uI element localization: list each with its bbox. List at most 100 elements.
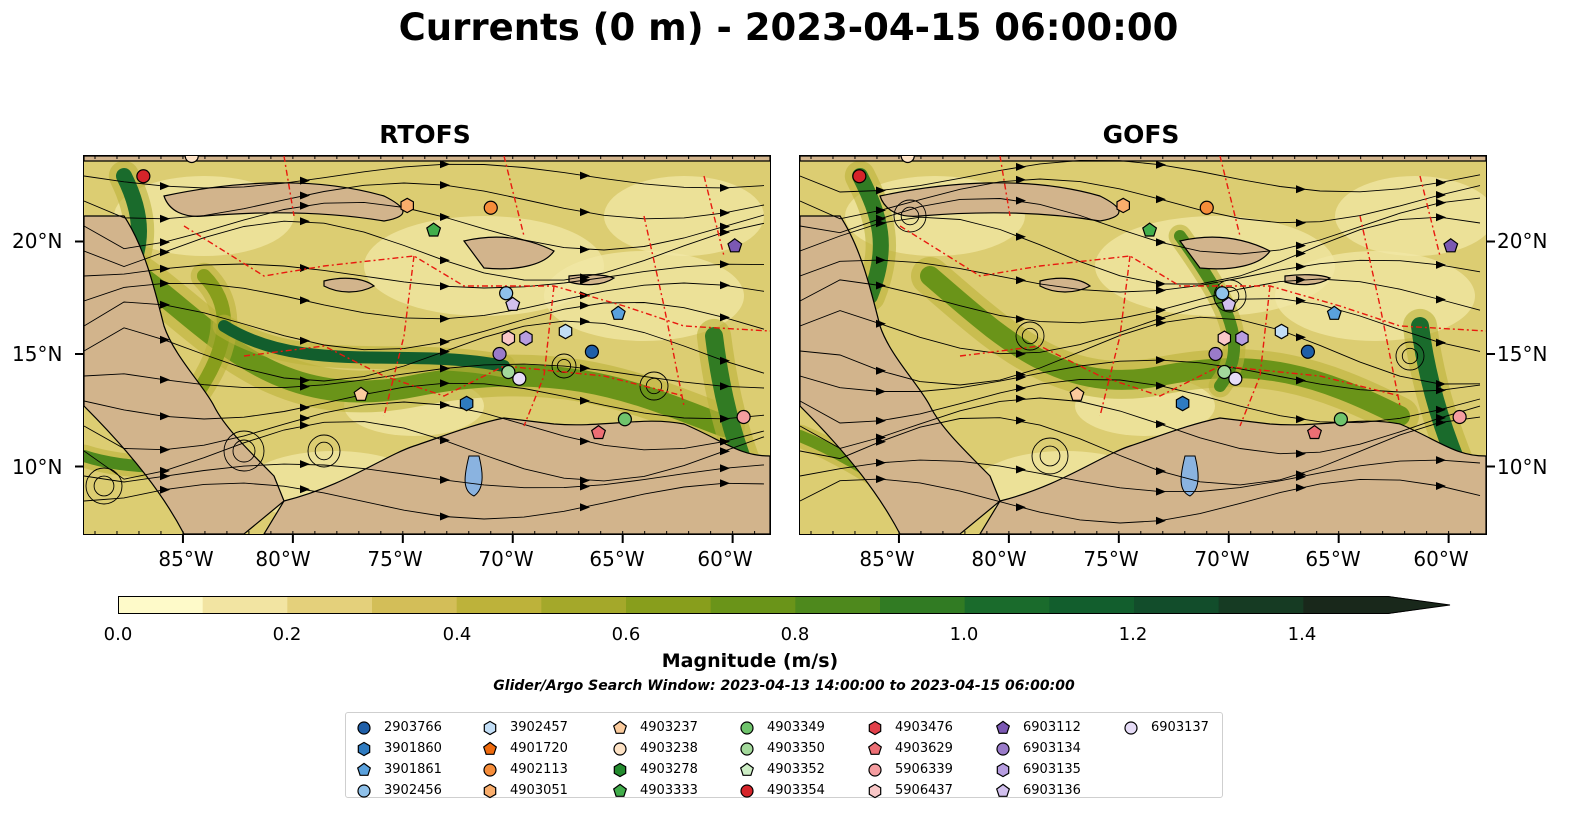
float-marker-5906437: [501, 330, 516, 347]
legend-marker-3902457: [483, 720, 497, 735]
legend-item: 4903476: [867, 717, 953, 738]
float-markers: [136, 156, 751, 440]
float-marker-3902456: [1215, 286, 1230, 301]
hexagon-marker-icon: [868, 783, 882, 798]
legend-label: 6903136: [1023, 783, 1081, 798]
streamline-arrow: [720, 183, 730, 192]
legend-label: 4901720: [510, 741, 568, 756]
streamline-arrow: [160, 300, 170, 309]
legend-column: 6903112 6903134 6903135 6903136: [995, 717, 1081, 801]
legend-item: 3902456: [356, 780, 442, 801]
colorbar-segment: [372, 596, 458, 614]
streamline: [84, 421, 765, 482]
eez-line: [1099, 255, 1131, 417]
float-marker-4903350: [501, 364, 516, 380]
streamline-arrow: [440, 401, 450, 409]
legend-item: 4903333: [612, 780, 698, 801]
colorbar-segment: [541, 596, 627, 614]
streamline-arrow: [160, 279, 170, 288]
float-marker-3901860: [459, 395, 474, 412]
legend-marker-6903112: [995, 720, 1011, 734]
streamline-arrow: [720, 260, 730, 269]
streamline-arrow: [1156, 286, 1166, 295]
streamline-arrow: [440, 512, 450, 521]
legend-item: 3901861: [356, 759, 442, 780]
float-marker-2903766: [1300, 344, 1316, 359]
streamline-arrow: [876, 416, 886, 425]
legend-item: 4901720: [482, 738, 568, 759]
float-marker-6903134: [492, 346, 507, 362]
gofs-current-map[interactable]: [799, 155, 1487, 535]
float-marker-4902113: [483, 200, 498, 215]
lon-label-80w: 80°W: [255, 547, 311, 571]
streamline-arrow: [1296, 415, 1306, 424]
legend-column: 4903476 4903629 5906339 5906437: [867, 717, 953, 801]
streamline-arrow: [1016, 349, 1026, 358]
streamline-arrow: [300, 191, 310, 200]
lake-maracaibo: [464, 455, 483, 497]
streamline-arrow: [300, 217, 310, 226]
streamline-arrow: [160, 375, 170, 384]
float-marker-6903112: [727, 238, 743, 253]
legend-label: 4903278: [640, 762, 698, 777]
legend-item: 3902457: [482, 717, 568, 738]
eddy-core: [900, 206, 920, 226]
rtofs-current-map[interactable]: [83, 155, 771, 535]
streamline-arrow: [1156, 487, 1166, 496]
lon-label-60w: 60°W: [697, 547, 753, 571]
float-marker-6903136: [1221, 296, 1237, 311]
colorbar-outline: [118, 596, 1451, 614]
pentagon-marker-icon: [612, 783, 628, 797]
legend-label: 4903476: [895, 720, 953, 735]
legend-marker-4903051: [483, 783, 497, 798]
streamline-arrow: [1296, 449, 1306, 458]
streamline-arrow: [440, 213, 450, 221]
streamline-arrow: [580, 276, 590, 285]
streamline-arrow: [1296, 262, 1306, 271]
streamline-arrow: [1156, 420, 1166, 429]
pentagon-marker-icon: [867, 741, 883, 755]
legend-label: 6903112: [1023, 720, 1081, 735]
streamline: [800, 459, 1481, 493]
circle-marker-icon: [868, 762, 882, 777]
legend-label: 3902457: [510, 720, 568, 735]
float-marker-6903135: [519, 330, 533, 347]
streamline-arrow: [720, 228, 730, 237]
land-polygon: [979, 417, 1486, 534]
land-polygon: [462, 236, 555, 270]
streamline-arrow: [580, 476, 590, 485]
float-marker-4903238: [900, 156, 915, 164]
colorbar-tick-4: 0.8: [780, 624, 810, 645]
circle-marker-icon: [613, 741, 627, 756]
legend-label: 4903349: [767, 720, 825, 735]
streamline-arrow: [1436, 338, 1446, 347]
streamline: [800, 159, 1481, 193]
lat-label-10n-right: 10°N: [1497, 455, 1548, 479]
eddy-core: [314, 441, 334, 461]
float-marker-5906339: [736, 409, 751, 425]
land-polygon: [323, 277, 376, 293]
streamline-arrow: [1436, 191, 1446, 199]
legend-item: 6903137: [1123, 717, 1209, 738]
colorbar-segment: [118, 596, 204, 614]
streamline-arrow: [1296, 376, 1306, 385]
streamline-arrow: [300, 460, 310, 469]
legend-column: 6903137: [1123, 717, 1209, 738]
lon-label-85w: 85°W: [158, 547, 214, 571]
streamline-arrow: [1016, 416, 1026, 425]
eddy-core: [1039, 445, 1061, 467]
streamline-arrow: [440, 347, 450, 356]
streamline: [800, 259, 1481, 293]
hexagon-marker-icon: [483, 720, 497, 735]
lat-label-15n: 15°N: [12, 342, 63, 366]
streamline-arrow: [300, 382, 310, 391]
land-polygon: [84, 156, 770, 162]
hexagon-marker-icon: [613, 762, 627, 777]
streamline: [84, 282, 765, 320]
streamline: [800, 216, 1481, 285]
streamline-arrow: [440, 337, 450, 346]
land-polygon: [800, 156, 1486, 162]
streamline: [800, 298, 1481, 355]
legend-marker-3901861: [356, 762, 372, 776]
streamline: [800, 397, 1481, 455]
